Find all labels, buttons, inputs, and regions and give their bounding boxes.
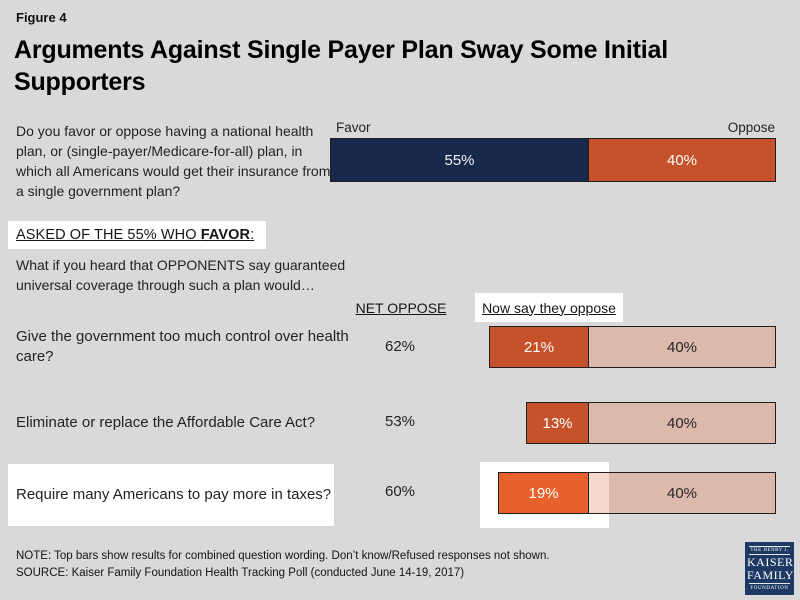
net-oppose-value: 53% bbox=[384, 413, 416, 430]
now-oppose-segment-highlighted: 19% bbox=[499, 473, 588, 513]
survey-question-text: Do you favor or oppose having a national… bbox=[16, 123, 331, 200]
figure-number-label: Figure 4 bbox=[16, 10, 67, 25]
bar-pay-more-taxes: 19% 40% bbox=[498, 472, 776, 514]
row-label-government-control: Give the government too much control ove… bbox=[16, 328, 349, 366]
now-oppose-value: 13% bbox=[542, 414, 573, 432]
logo-line-foundation: FOUNDATION bbox=[749, 583, 790, 591]
logo-line-kaiser: KAISER bbox=[747, 555, 794, 570]
initially-opposed-segment: 40% bbox=[588, 473, 775, 513]
source-text: SOURCE: Kaiser Family Foundation Health … bbox=[16, 567, 465, 579]
now-say-oppose-column-header: Now say they oppose bbox=[482, 299, 616, 316]
net-oppose-column-header: NET OPPOSE bbox=[355, 300, 447, 316]
page-title: Arguments Against Single Payer Plan Sway… bbox=[14, 36, 668, 96]
bar-replace-aca: 13% 40% bbox=[526, 402, 776, 444]
now-oppose-segment: 21% bbox=[490, 327, 588, 367]
now-oppose-segment: 13% bbox=[527, 403, 588, 443]
initially-opposed-value: 40% bbox=[666, 338, 698, 356]
asked-of-suffix: : bbox=[250, 227, 255, 243]
initially-opposed-value: 40% bbox=[666, 414, 698, 432]
favor-value: 55% bbox=[444, 151, 475, 169]
note-text: NOTE: Top bars show results for combined… bbox=[16, 550, 550, 562]
kaiser-family-foundation-logo: THE HENRY J. KAISER FAMILY FOUNDATION bbox=[745, 542, 794, 595]
logo-line-family: FAMILY bbox=[747, 568, 794, 583]
favor-bar-segment: 55% bbox=[331, 139, 588, 181]
now-oppose-value: 19% bbox=[528, 484, 559, 502]
now-say-oppose-header-box: Now say they oppose bbox=[475, 293, 623, 322]
logo-line-henry-j: THE HENRY J. bbox=[749, 546, 790, 556]
asked-of-highlight-box: ASKED OF THE 55% WHO FAVOR: bbox=[8, 221, 267, 249]
initially-opposed-segment: 40% bbox=[588, 327, 775, 367]
favor-oppose-stacked-bar: 55% 40% bbox=[330, 138, 776, 182]
oppose-axis-label: Oppose bbox=[727, 120, 775, 135]
favor-axis-label: Favor bbox=[336, 120, 371, 135]
net-oppose-value: 60% bbox=[384, 483, 416, 500]
initially-opposed-segment: 40% bbox=[588, 403, 775, 443]
highlight-overlap-strip bbox=[589, 473, 609, 513]
row-label-replace-aca: Eliminate or replace the Affordable Care… bbox=[16, 414, 316, 431]
oppose-bar-segment: 40% bbox=[588, 139, 775, 181]
asked-of-text: ASKED OF THE 55% WHO FAVOR: bbox=[16, 227, 254, 243]
row-label-pay-more-taxes: Require many Americans to pay more in ta… bbox=[16, 485, 332, 503]
asked-of-prefix: ASKED OF THE 55% WHO bbox=[16, 227, 201, 243]
asked-of-emphasis: FAVOR bbox=[200, 227, 251, 243]
now-oppose-value: 21% bbox=[523, 338, 555, 356]
initially-opposed-value: 40% bbox=[666, 484, 698, 502]
oppose-value: 40% bbox=[666, 151, 698, 169]
taxes-label-highlight-box: Require many Americans to pay more in ta… bbox=[8, 464, 334, 526]
bar-government-control: 21% 40% bbox=[489, 326, 776, 368]
what-if-prompt-text: What if you heard that OPPONENTS say gua… bbox=[16, 257, 346, 293]
net-oppose-value: 62% bbox=[384, 338, 416, 355]
